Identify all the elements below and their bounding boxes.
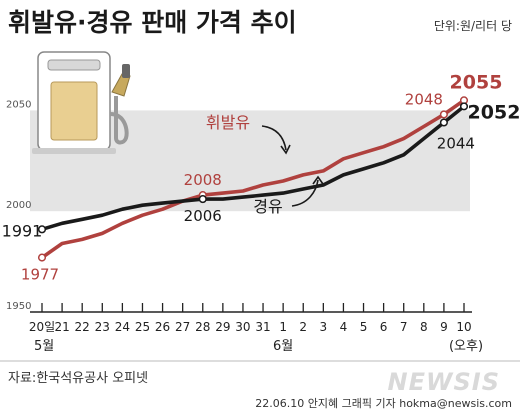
x-tick-label: 1 bbox=[279, 320, 287, 334]
x-tick-label: 8 bbox=[420, 320, 428, 334]
x-tick-label: 6 bbox=[380, 320, 388, 334]
x-tick-label: 2 bbox=[299, 320, 307, 334]
series-name-label: 휘발유 bbox=[206, 113, 250, 132]
x-tick-label: 9 bbox=[440, 320, 448, 334]
x-tick-label: 25 bbox=[135, 320, 150, 334]
watermark-logo: NEWSIS bbox=[388, 368, 500, 396]
x-tick-label: 29 bbox=[215, 320, 230, 334]
data-point-marker bbox=[198, 195, 207, 204]
x-tick-label: 21 bbox=[54, 320, 69, 334]
x-tick-label: 31 bbox=[255, 320, 270, 334]
x-tick-label: 26 bbox=[155, 320, 170, 334]
data-label: 2048 bbox=[405, 90, 443, 108]
x-axis-suffix: (오후) bbox=[449, 339, 483, 354]
callout-arrows bbox=[261, 125, 324, 207]
data-point-marker bbox=[37, 225, 47, 234]
data-label: 2055 bbox=[450, 71, 503, 93]
data-label: 2052 bbox=[468, 101, 520, 123]
x-tick-label: 10 bbox=[456, 320, 471, 334]
x-tick-label: 3 bbox=[320, 320, 328, 334]
x-tick-label: 30 bbox=[235, 320, 250, 334]
x-tick-label: 20일 bbox=[29, 320, 55, 334]
data-point-marker bbox=[439, 110, 448, 119]
data-label: 2044 bbox=[437, 134, 475, 152]
x-tick-label: 5 bbox=[360, 320, 368, 334]
x-tick-label: 4 bbox=[340, 320, 348, 334]
data-label: 1991 bbox=[2, 221, 43, 240]
data-point-marker bbox=[459, 102, 469, 111]
series-line-gasoline bbox=[40, 98, 466, 260]
x-tick-label: 7 bbox=[400, 320, 408, 334]
series-lines bbox=[40, 98, 466, 260]
x-tick-label: 24 bbox=[115, 320, 130, 334]
x-tick-label: 22 bbox=[75, 320, 90, 334]
data-label: 2008 bbox=[184, 171, 222, 189]
data-label: 1977 bbox=[21, 266, 59, 284]
x-tick-label: 23 bbox=[95, 320, 110, 334]
x-tick-label: 28 bbox=[195, 320, 210, 334]
unit-label: 단위:원/리터 당 bbox=[434, 19, 512, 33]
series-name-label: 경유 bbox=[253, 197, 282, 216]
series-line-diesel bbox=[40, 104, 466, 232]
data-label: 2006 bbox=[184, 207, 222, 225]
source-text: 자료:한국석유공사 오피넷 bbox=[8, 371, 148, 386]
fuel-pump-icon bbox=[32, 51, 131, 154]
y-tick-label: 2000 bbox=[6, 200, 31, 211]
y-tick-label: 1950 bbox=[6, 301, 31, 312]
credit-text: 22.06.10 안지혜 그래픽 기자 hokma@newsis.com bbox=[255, 397, 512, 410]
data-point-marker bbox=[37, 253, 47, 262]
month-label: 6월 bbox=[273, 339, 293, 354]
month-label: 5월 bbox=[34, 339, 54, 354]
chart-title: 휘발유·경유 판매 가격 추이 bbox=[8, 8, 297, 37]
y-tick-label: 2050 bbox=[6, 99, 31, 110]
x-tick-label: 27 bbox=[175, 320, 190, 334]
y-axis: 1950 2000 2050 bbox=[6, 99, 31, 312]
data-point-marker bbox=[439, 118, 448, 127]
